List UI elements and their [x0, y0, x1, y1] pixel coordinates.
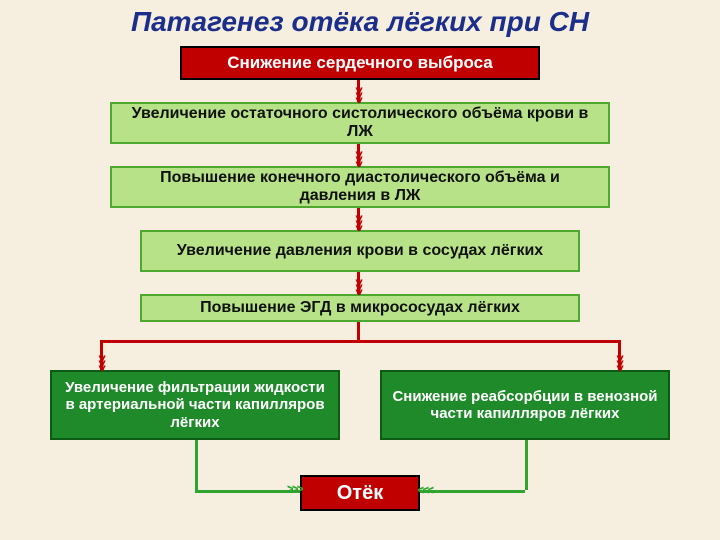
- flow-box-b7: Снижение реабсорбции в венозной части ка…: [380, 370, 670, 440]
- arrow-head-11: vvv: [418, 477, 433, 502]
- slide-title: Патагенез отёка лёгких при СН: [0, 6, 720, 38]
- arrow-6: [100, 340, 620, 343]
- arrow-head-4: vvv: [89, 356, 114, 371]
- arrow-head-5: vvv: [607, 356, 632, 371]
- flow-box-b2: Увеличение остаточного систолического об…: [110, 102, 610, 144]
- arrow-head-3: vvv: [346, 280, 371, 295]
- arrow-head-2: vvv: [346, 216, 371, 231]
- arrow-10: [525, 440, 528, 490]
- slide-root: Патагенез отёка лёгких при СН Снижение се…: [0, 0, 720, 540]
- flow-box-b4: Увеличение давления крови в сосудах лёгк…: [140, 230, 580, 272]
- flow-box-b1: Снижение сердечного выброса: [180, 46, 540, 80]
- arrow-head-0: vvv: [346, 88, 371, 103]
- arrow-7: [357, 322, 360, 340]
- flow-box-b3: Повышение конечного диастолического объё…: [110, 166, 610, 208]
- flow-box-b6: Увеличение фильтрации жидкости в артериа…: [50, 370, 340, 440]
- arrow-head-9: vvv: [288, 477, 303, 502]
- arrow-8: [195, 440, 198, 490]
- arrow-head-1: vvv: [346, 152, 371, 167]
- flow-box-b8: Отёк: [300, 475, 420, 511]
- flow-box-b5: Повышение ЭГД в микрососудах лёгких: [140, 294, 580, 322]
